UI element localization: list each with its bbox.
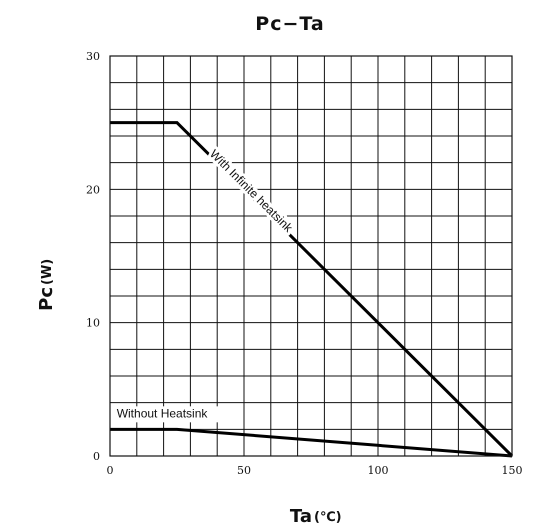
x-tick-label: 50 [237,464,251,477]
plot-frame [109,55,513,457]
y-tick-label: 0 [93,450,100,463]
series-line [110,121,514,458]
x-tick-label: 150 [502,464,523,477]
y-tick-label: 20 [86,183,100,196]
y-axis-unit: (W) [40,259,55,285]
y-axis-title: Pc (W) [36,259,57,311]
series-label: Without Heatsink [117,406,209,420]
y-axis-label: Pc [36,287,57,311]
y-tick-label: 10 [86,317,100,330]
x-axis-unit: (℃) [314,510,342,525]
series-line [110,427,513,458]
grid [110,56,512,456]
chart-title: Pc−Ta [255,13,324,35]
series-label-background [113,406,242,423]
x-axis-title: Ta (℃) [290,506,342,527]
x-tick-label: 0 [107,464,114,477]
tick-labels: 0 50 100 150 0 10 20 30 [86,50,523,477]
series-label: With Infinite heatsink [207,147,296,236]
x-tick-label: 100 [368,464,389,477]
y-tick-label: 30 [86,50,100,63]
x-axis-label: Ta [290,506,312,527]
